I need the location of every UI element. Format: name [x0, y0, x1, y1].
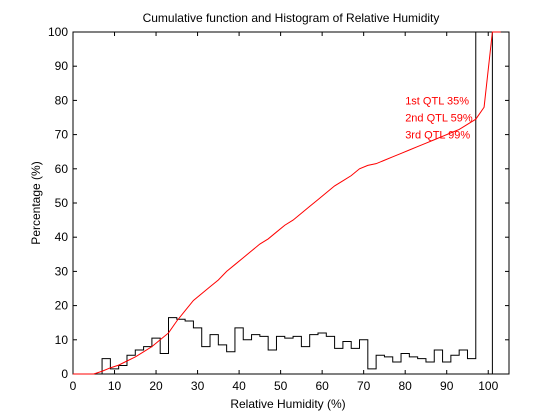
- x-tick-label: 30: [191, 379, 205, 393]
- x-tick-label: 40: [232, 379, 246, 393]
- y-tick-label: 30: [55, 264, 69, 278]
- y-tick-label: 100: [48, 25, 68, 39]
- plot-area: 0 10 20 30 40 50 60 70 80 90 100 0 10 20 30 40 50 60 70 80 9…: [48, 25, 510, 393]
- y-tick-label: 50: [55, 196, 69, 210]
- x-tick-label: 0: [70, 379, 77, 393]
- y-tick-label: 0: [61, 367, 68, 381]
- x-tick-label: 50: [274, 379, 288, 393]
- cumulative-series-line: [73, 31, 501, 375]
- x-tick-label: 80: [399, 379, 413, 393]
- x-axis-label: Relative Humidity (%): [230, 397, 345, 411]
- x-tick-label: 70: [357, 379, 371, 393]
- x-tick-label: 10: [108, 379, 122, 393]
- y-tick-label: 40: [55, 230, 69, 244]
- y-tick-label: 90: [55, 59, 69, 73]
- y-axis-label: Percentage (%): [29, 161, 43, 244]
- histogram-series: [101, 31, 501, 375]
- y-tick-label: 10: [55, 333, 69, 347]
- x-tick-label: 60: [315, 379, 329, 393]
- y-tick-label: 20: [55, 299, 69, 313]
- quantile-annotation: 1st QTL 35%: [405, 95, 469, 107]
- chart-title: Cumulative function and Histogram of Rel…: [143, 11, 440, 25]
- y-tick-label: 80: [55, 93, 69, 107]
- quantile-annotation: 3rd QTL 99%: [405, 130, 470, 142]
- x-tick-label: 90: [440, 379, 454, 393]
- x-tick-label: 20: [149, 379, 163, 393]
- y-tick-label: 60: [55, 162, 69, 176]
- quantile-annotation: 2nd QTL 59%: [405, 113, 473, 125]
- x-tick-label: 100: [478, 379, 498, 393]
- y-tick-label: 70: [55, 128, 69, 142]
